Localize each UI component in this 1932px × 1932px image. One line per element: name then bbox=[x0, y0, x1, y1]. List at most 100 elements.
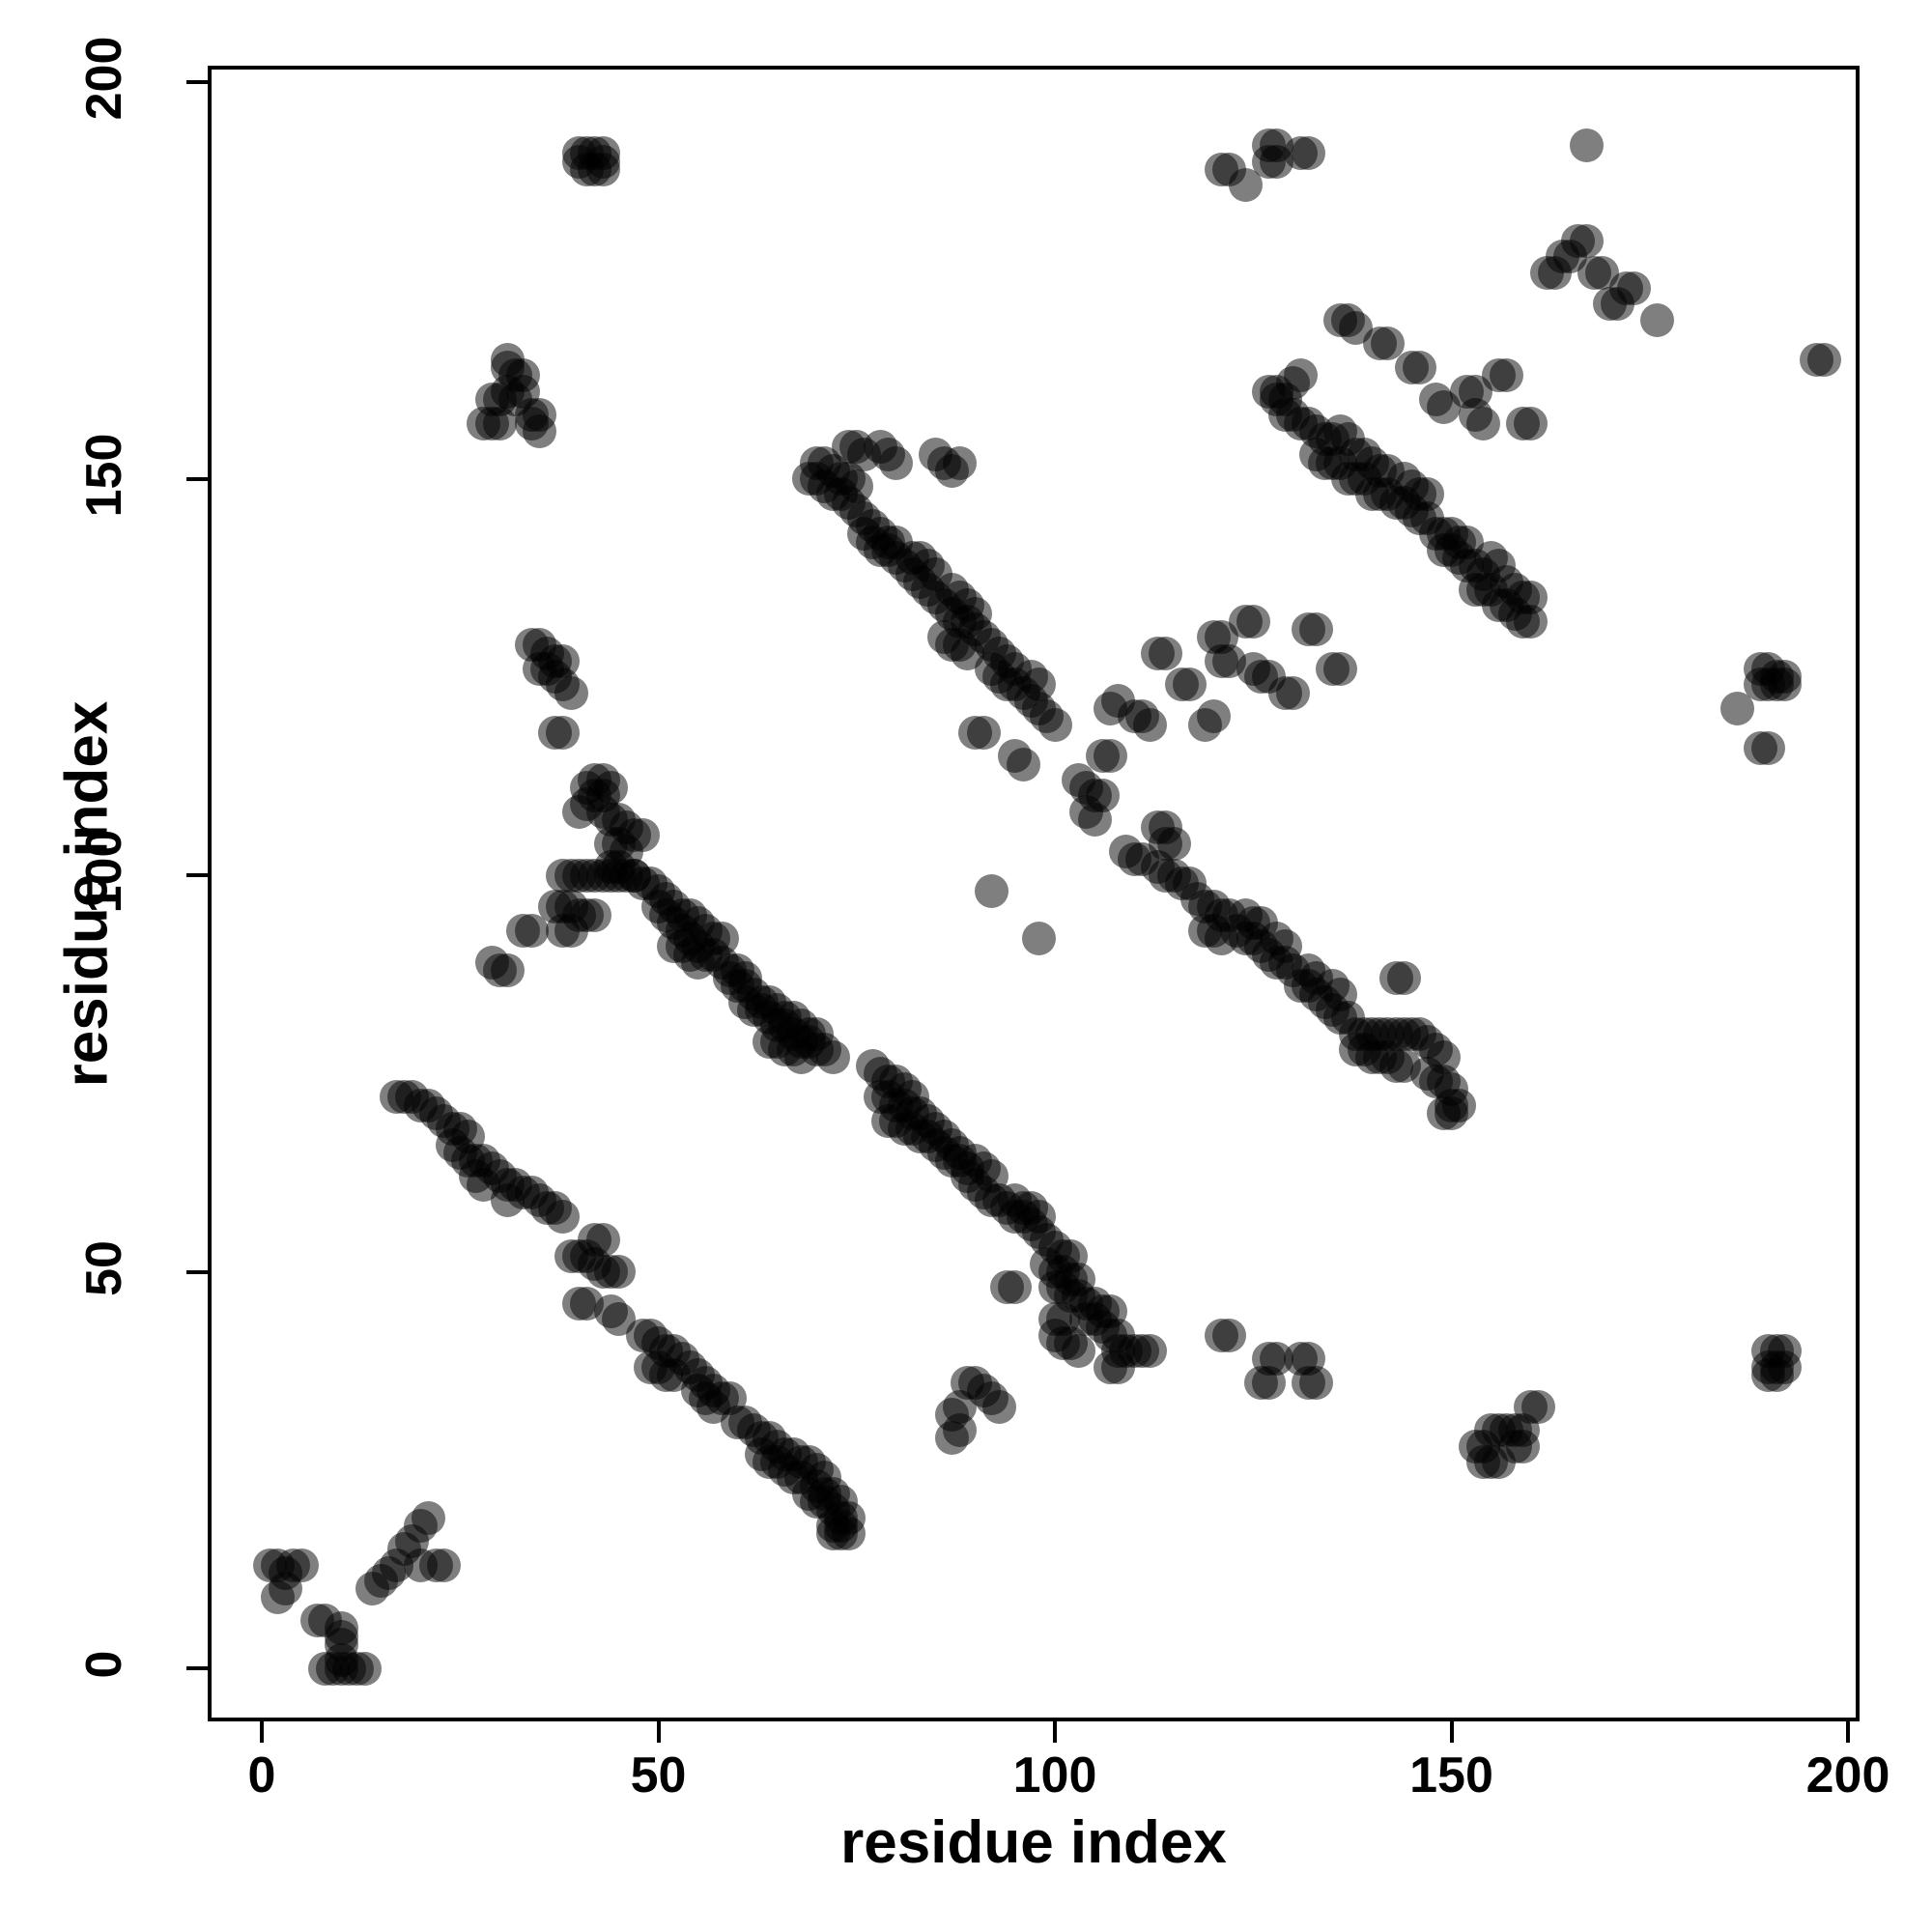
data-point bbox=[1149, 810, 1183, 845]
data-point bbox=[1149, 636, 1183, 670]
x-axis-label: residue index bbox=[840, 1809, 1227, 1876]
x-tick bbox=[1846, 1721, 1850, 1743]
data-point bbox=[1569, 128, 1604, 163]
data-point bbox=[1490, 358, 1524, 393]
data-point bbox=[1505, 1429, 1540, 1463]
data-point bbox=[585, 152, 620, 186]
data-point bbox=[1514, 581, 1548, 615]
data-point bbox=[1767, 668, 1802, 702]
x-tick bbox=[1449, 1721, 1454, 1743]
data-point bbox=[1133, 707, 1168, 742]
data-point bbox=[1133, 1334, 1168, 1369]
y-tick bbox=[186, 1269, 208, 1274]
data-point bbox=[554, 675, 588, 710]
data-point bbox=[681, 945, 716, 980]
plot-frame bbox=[208, 66, 1860, 1721]
data-point bbox=[879, 445, 914, 480]
data-point bbox=[585, 1223, 620, 1258]
data-point bbox=[998, 1270, 1033, 1305]
data-point bbox=[1196, 699, 1231, 734]
x-tick-label: 200 bbox=[1805, 1747, 1890, 1804]
data-point bbox=[1252, 1365, 1287, 1400]
data-point bbox=[1022, 922, 1057, 956]
data-point bbox=[1299, 611, 1334, 646]
x-tick bbox=[260, 1721, 264, 1743]
data-point bbox=[1212, 1318, 1247, 1352]
data-point bbox=[1228, 168, 1263, 203]
data-point bbox=[815, 1516, 850, 1550]
data-point bbox=[269, 1572, 303, 1606]
data-point bbox=[546, 643, 581, 678]
data-point bbox=[1077, 803, 1112, 838]
data-point bbox=[982, 1389, 1017, 1424]
data-point bbox=[1616, 270, 1651, 305]
data-point bbox=[474, 945, 509, 980]
y-tick-label: 0 bbox=[76, 1650, 132, 1679]
data-point bbox=[847, 438, 882, 472]
data-point bbox=[1093, 1294, 1127, 1329]
data-point bbox=[1514, 406, 1548, 440]
data-point bbox=[1292, 1342, 1326, 1377]
data-point bbox=[554, 913, 588, 948]
data-point bbox=[1410, 477, 1445, 512]
y-tick-label: 200 bbox=[76, 36, 132, 121]
data-point bbox=[593, 771, 628, 806]
data-point bbox=[411, 1500, 445, 1535]
data-point bbox=[1323, 977, 1358, 1011]
data-point bbox=[1173, 668, 1208, 702]
data-point bbox=[1101, 1350, 1136, 1384]
data-point bbox=[1465, 406, 1500, 440]
y-tick bbox=[186, 1666, 208, 1670]
data-point bbox=[974, 873, 1009, 908]
data-point bbox=[1284, 358, 1318, 393]
data-point bbox=[1719, 692, 1754, 726]
data-point bbox=[1093, 739, 1127, 774]
data-point bbox=[1403, 351, 1437, 385]
data-point bbox=[919, 438, 953, 472]
x-tick-label: 150 bbox=[1409, 1747, 1493, 1804]
data-point bbox=[514, 913, 549, 948]
data-point bbox=[561, 1286, 596, 1321]
data-point bbox=[1022, 668, 1057, 702]
x-tick-label: 0 bbox=[247, 1747, 276, 1804]
data-point bbox=[491, 342, 525, 377]
y-axis-label: residue index bbox=[53, 700, 121, 1088]
data-point bbox=[783, 1040, 818, 1075]
data-point bbox=[1045, 1302, 1080, 1337]
data-point bbox=[1292, 136, 1326, 171]
data-point bbox=[546, 715, 581, 750]
x-tick-label: 100 bbox=[1012, 1747, 1097, 1804]
x-tick bbox=[1053, 1721, 1057, 1743]
data-point bbox=[1569, 223, 1604, 258]
data-point bbox=[1537, 255, 1572, 290]
data-point bbox=[934, 1397, 969, 1432]
data-point bbox=[1435, 1095, 1468, 1130]
data-point bbox=[1521, 1389, 1556, 1424]
data-point bbox=[1062, 1334, 1096, 1369]
data-point bbox=[1751, 731, 1786, 766]
x-tick bbox=[656, 1721, 661, 1743]
data-point bbox=[1640, 302, 1675, 337]
data-point bbox=[1037, 707, 1072, 742]
data-point bbox=[1323, 652, 1358, 687]
y-tick bbox=[186, 476, 208, 481]
data-point bbox=[1386, 961, 1421, 996]
data-point bbox=[966, 715, 1001, 750]
data-point bbox=[546, 1199, 581, 1234]
data-point bbox=[1006, 747, 1040, 781]
x-tick-label: 50 bbox=[630, 1747, 687, 1804]
data-point bbox=[308, 1604, 343, 1638]
data-point bbox=[1806, 342, 1841, 377]
y-tick bbox=[186, 80, 208, 84]
data-point bbox=[348, 1651, 383, 1686]
data-point bbox=[1275, 675, 1310, 710]
data-point bbox=[1465, 1429, 1500, 1463]
data-point bbox=[522, 413, 556, 448]
data-point bbox=[403, 1548, 438, 1582]
scatter-layer bbox=[212, 70, 1856, 1718]
data-point bbox=[808, 469, 842, 504]
data-point bbox=[815, 1040, 850, 1075]
y-tick bbox=[186, 873, 208, 877]
data-point bbox=[1236, 604, 1270, 639]
